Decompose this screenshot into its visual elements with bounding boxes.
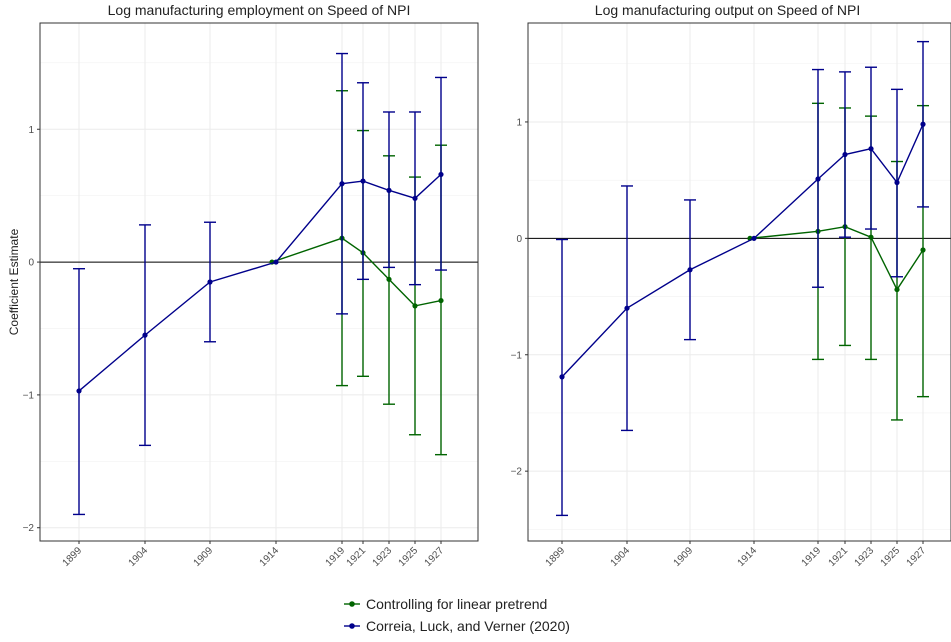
x-tick-label: 1899: [544, 545, 568, 569]
y-tick-label: 1: [28, 125, 34, 136]
data-point: [842, 151, 848, 158]
series-line: [271, 237, 442, 307]
x-tick-label: 1899: [61, 545, 85, 569]
data-point: [142, 332, 148, 338]
data-point: [815, 176, 821, 182]
legend-label: Correia, Luck, and Verner (2020): [366, 618, 570, 634]
chart-title: Log manufacturing employment on Speed of…: [108, 2, 411, 18]
panel-output: Log manufacturing output on Speed of NPI…: [511, 2, 951, 569]
y-tick-label: −1: [23, 390, 35, 401]
data-point: [438, 171, 444, 178]
legend-swatch-marker: [349, 623, 355, 629]
x-tick-label: 1921: [827, 545, 851, 569]
x-tick-label: 1904: [609, 545, 633, 569]
data-point: [76, 388, 82, 394]
x-tick-label: 1925: [879, 545, 903, 569]
legend-item-1: Correia, Luck, and Verner (2020): [344, 618, 570, 634]
data-point: [438, 297, 444, 304]
data-point: [920, 247, 926, 253]
data-point: [273, 259, 279, 265]
data-point: [751, 235, 757, 241]
series-clv2020: [73, 52, 447, 516]
plot-background: [40, 23, 478, 541]
y-tick-label: −2: [23, 523, 35, 534]
data-point: [412, 303, 418, 309]
chart-title: Log manufacturing output on Speed of NPI: [595, 2, 860, 18]
data-point: [894, 286, 900, 293]
data-point: [386, 276, 392, 282]
data-point: [687, 267, 693, 273]
series-clv2020: [556, 40, 929, 517]
x-tick-label: 1909: [672, 545, 696, 569]
y-axis-label: Coefficient Estimate: [7, 228, 21, 335]
y-tick-label: −2: [511, 467, 523, 478]
x-tick-label: 1919: [800, 545, 824, 569]
x-tick-label: 1919: [324, 545, 348, 569]
data-point: [920, 121, 926, 127]
x-tick-label: 1925: [397, 545, 421, 569]
data-point: [207, 279, 213, 285]
plot-background: [528, 23, 951, 541]
x-tick-label: 1909: [192, 545, 216, 569]
x-tick-label: 1914: [258, 545, 282, 569]
legend-swatch-marker: [349, 601, 355, 607]
series-line: [749, 225, 924, 291]
y-tick-label: −1: [511, 350, 523, 361]
data-point: [386, 187, 392, 193]
x-tick-label: 1923: [853, 545, 877, 569]
data-point: [559, 374, 565, 380]
panel-border: [527, 22, 951, 542]
x-tick-label: 1921: [345, 545, 369, 569]
y-tick-label: 0: [516, 234, 522, 245]
x-tick-label: 1923: [371, 545, 395, 569]
panel-border: [39, 22, 479, 542]
x-tick-label: 1927: [423, 545, 447, 569]
x-tick-label: 1927: [905, 545, 929, 569]
data-point: [339, 181, 345, 187]
legend: Controlling for linear pretrend Correia,…: [344, 596, 570, 634]
x-tick-label: 1904: [127, 545, 151, 569]
x-tick-label: 1914: [736, 545, 760, 569]
data-point: [868, 234, 874, 240]
data-point: [624, 305, 630, 311]
data-point: [360, 178, 366, 184]
data-point: [894, 179, 900, 186]
y-tick-label: 1: [516, 117, 522, 128]
legend-item-0: Controlling for linear pretrend: [344, 596, 547, 612]
y-tick-label: 0: [28, 258, 34, 269]
panel-employment: Log manufacturing employment on Speed of…: [7, 2, 479, 569]
data-point: [868, 146, 874, 152]
legend-label: Controlling for linear pretrend: [366, 596, 547, 612]
data-point: [412, 195, 418, 201]
